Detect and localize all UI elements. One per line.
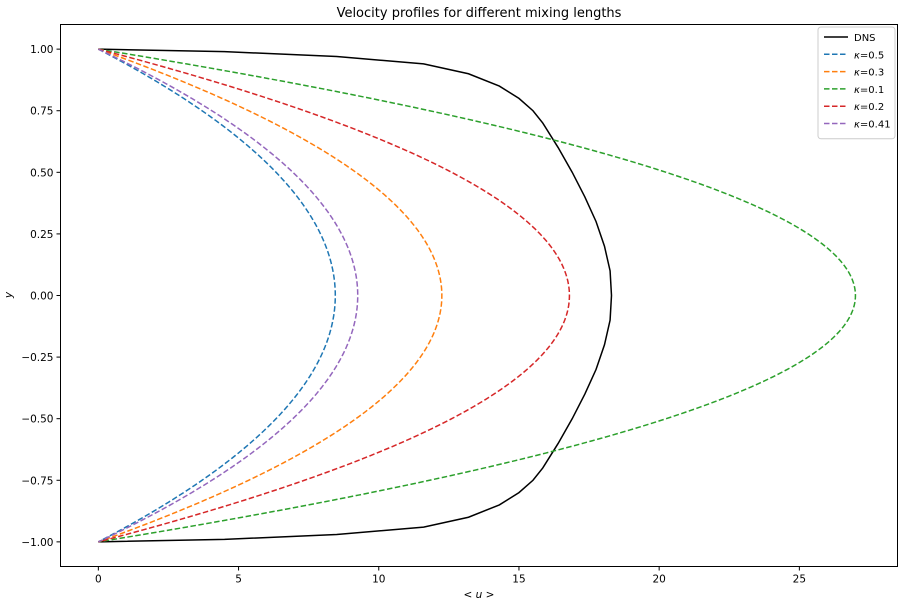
legend-label-value: =0.41 <box>860 120 891 131</box>
legend-label: κ=0.5 <box>854 50 884 61</box>
y-tick-label: 0.25 <box>30 229 53 241</box>
x-tick-label: 10 <box>372 574 385 586</box>
legend-label: κ=0.2 <box>854 102 884 113</box>
legend-label-value: =0.2 <box>860 102 884 113</box>
series-line <box>98 48 337 543</box>
legend-label-value: =0.3 <box>860 68 884 79</box>
y-tick-label: −0.25 <box>21 352 53 364</box>
y-tick-label: 0.00 <box>30 291 53 303</box>
x-tick-label: 5 <box>235 574 242 586</box>
x-tick-label: 15 <box>512 574 525 586</box>
y-axis-ticks: 1.00 0.75 0.50 0.25 0.00 −0.25 −0.50 −0.75 −1.00 <box>21 44 61 549</box>
legend-label-value: =0.5 <box>860 50 884 61</box>
y-tick-label: 0.50 <box>30 167 53 179</box>
y-tick-label: 1.00 <box>30 44 53 56</box>
legend-label-kappa: κ <box>854 50 860 61</box>
series-line <box>98 48 443 543</box>
x-tick-label: 20 <box>652 574 665 586</box>
plot-area <box>98 48 857 543</box>
legend-label-kappa: κ <box>854 120 860 131</box>
legend-label: κ=0.1 <box>854 85 884 96</box>
x-tick-label: 25 <box>793 574 806 586</box>
x-tick-label: 0 <box>95 574 102 586</box>
series-line <box>98 48 571 543</box>
legend-label-value: DNS <box>854 33 876 44</box>
legend-label: κ=0.3 <box>854 68 884 79</box>
chart-title: Velocity profiles for different mixing l… <box>337 6 622 21</box>
series-line <box>98 48 359 543</box>
legend-label-kappa: κ <box>854 85 860 96</box>
x-axis-label: < u > <box>464 589 495 601</box>
series-line <box>98 48 857 543</box>
y-axis-label: y <box>3 291 15 299</box>
x-axis-ticks: 0 5 10 15 20 25 <box>95 566 806 586</box>
series-line <box>98 48 613 543</box>
legend-label-kappa: κ <box>854 68 860 79</box>
y-tick-label: −0.75 <box>21 475 53 487</box>
y-tick-label: 0.75 <box>30 106 53 118</box>
y-tick-label: −1.00 <box>21 537 53 549</box>
legend-label-kappa: κ <box>854 102 860 113</box>
legend-label: DNS <box>854 33 876 44</box>
plot-frame <box>60 24 898 567</box>
y-tick-label: −0.50 <box>21 414 53 426</box>
legend-label-value: =0.1 <box>860 85 884 96</box>
legend-label: κ=0.41 <box>854 120 891 131</box>
